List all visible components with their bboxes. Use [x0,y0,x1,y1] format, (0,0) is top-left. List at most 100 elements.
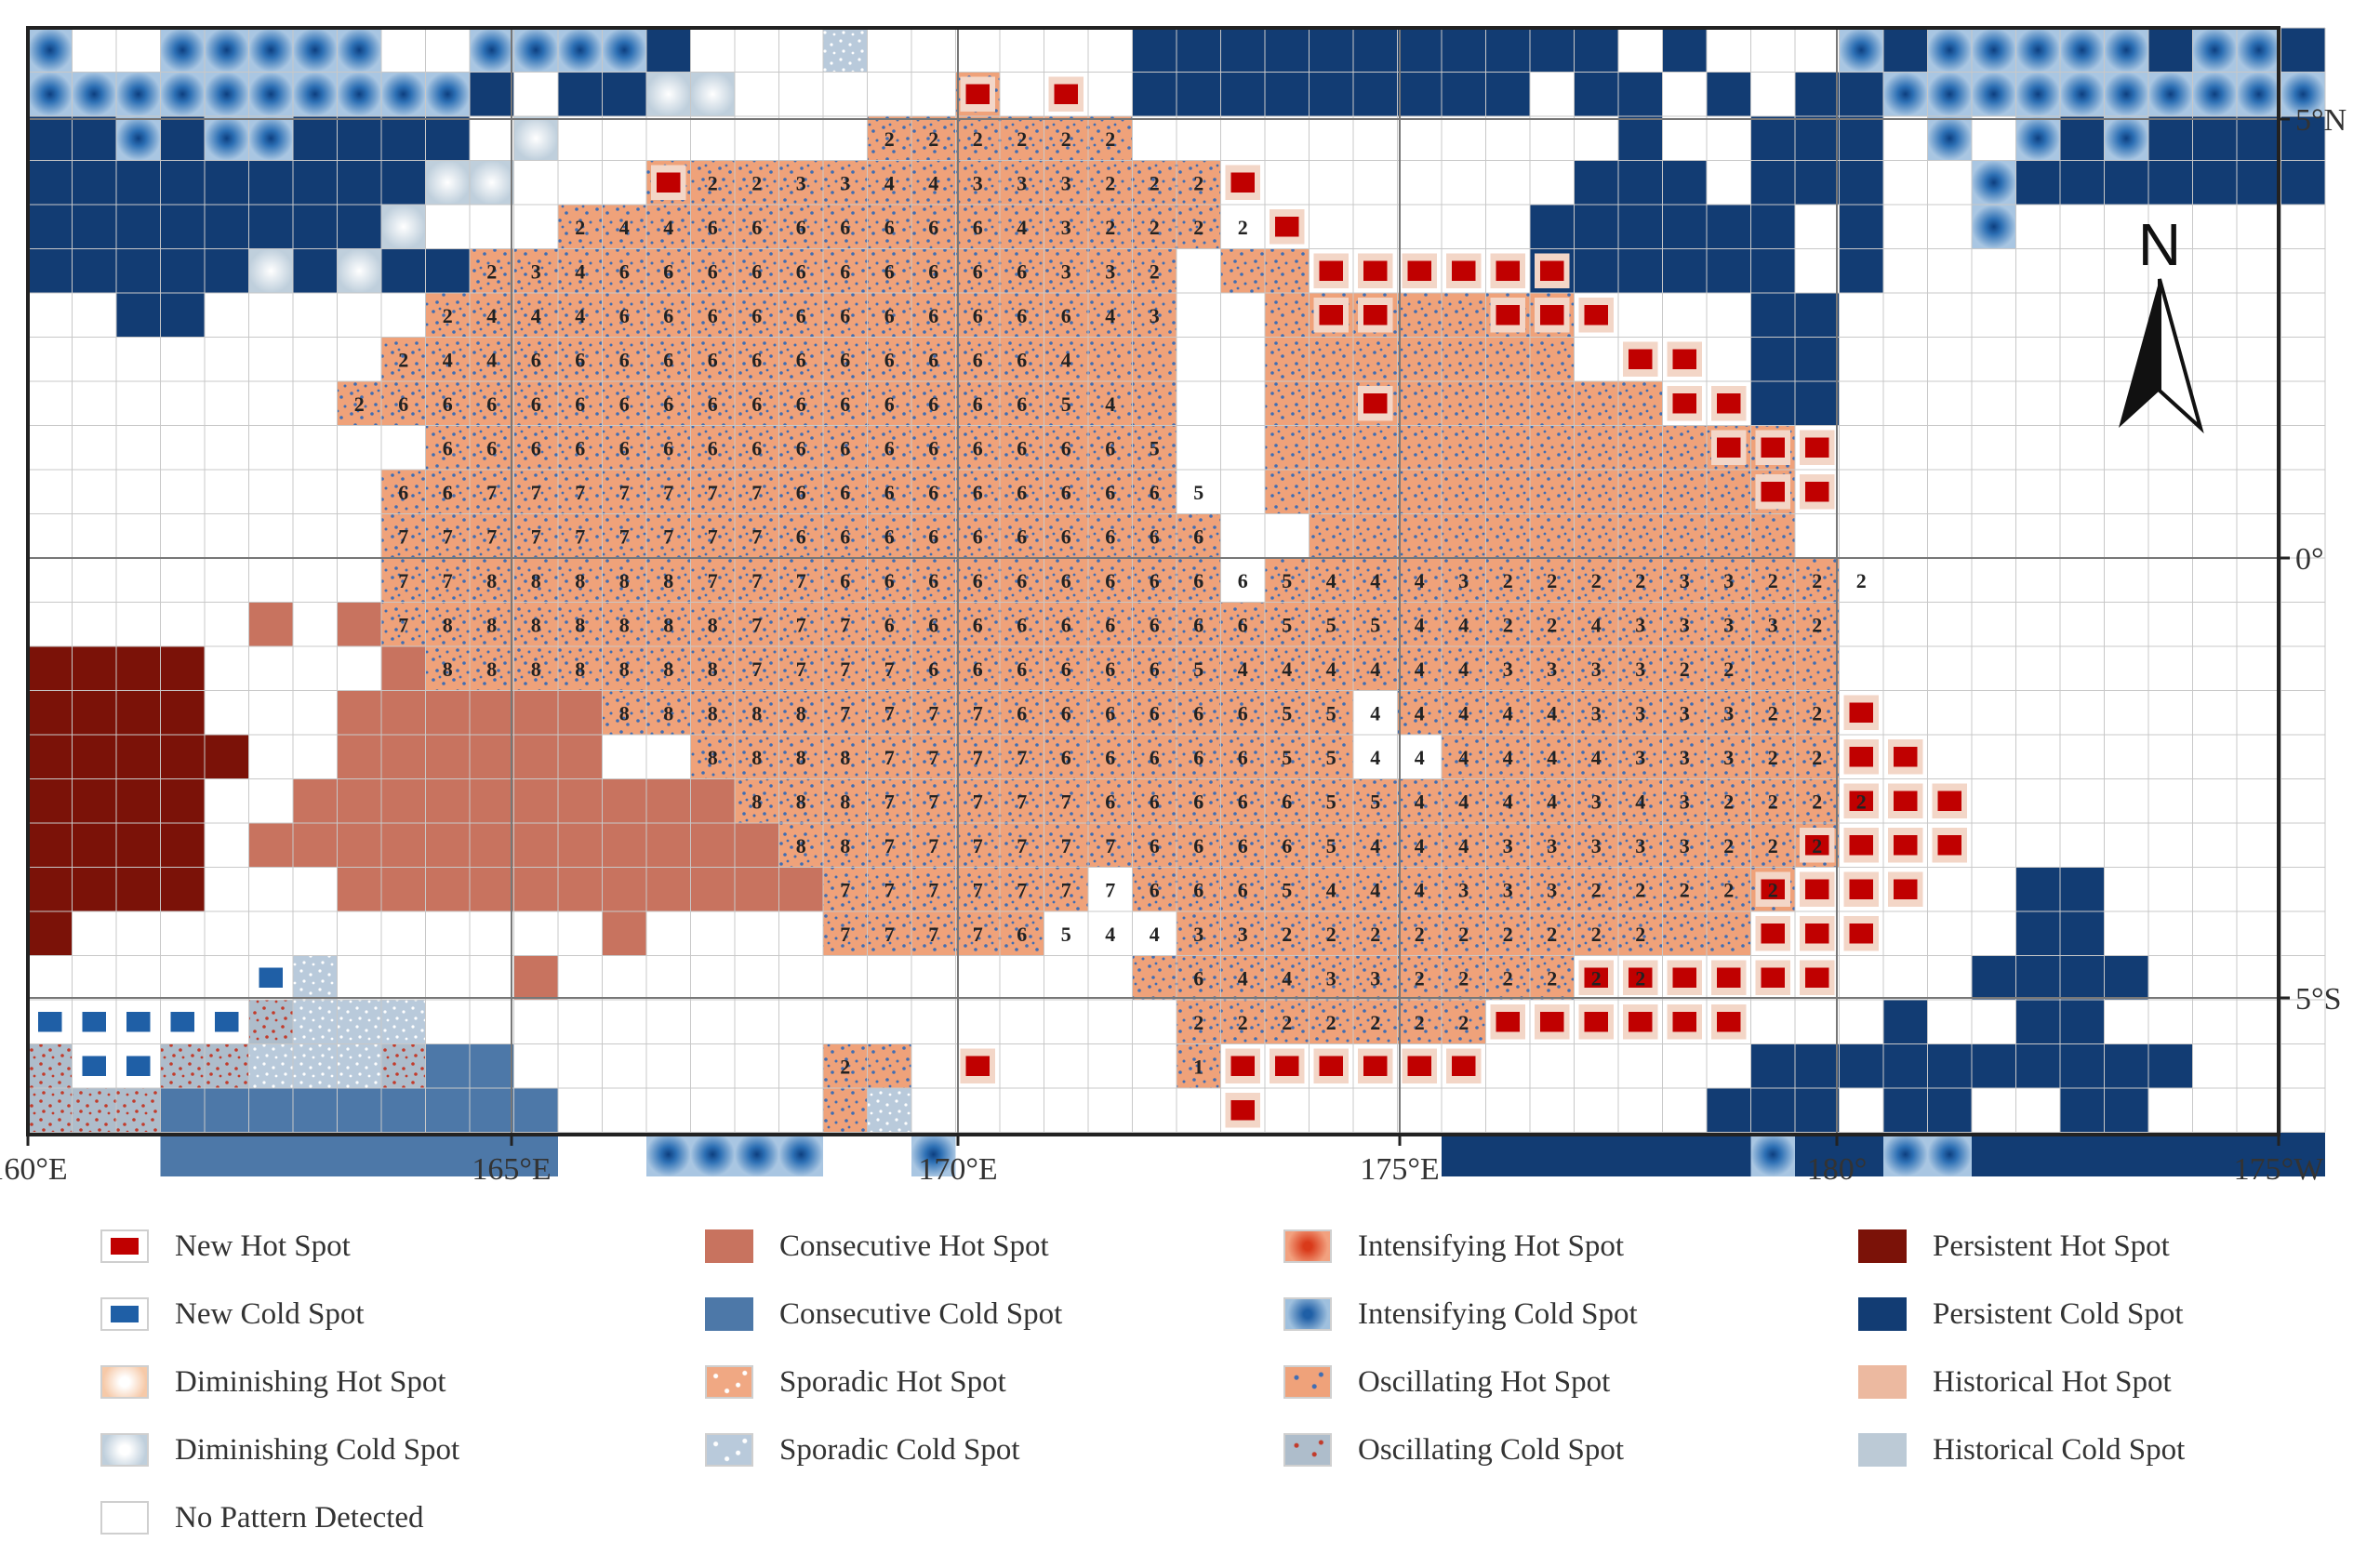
oscillating-hot-spot-cell [425,602,470,646]
no-pattern-cell [2148,1000,2193,1044]
persistent-cold-spot-cell [1972,1043,2016,1088]
cell-count-label: 7 [708,569,718,592]
oscillating-hot-spot-cell [1574,823,1618,868]
sporadic-cold-spot-cell [293,1043,338,1088]
oscillating-hot-spot-cell [911,558,956,603]
cell-count-label: 6 [443,481,453,504]
oscillating-hot-spot-cell [1397,911,1442,956]
oscillating-hot-spot-cell [1707,778,1751,823]
cell-count-label: 3 [1547,878,1557,901]
persistent-cold-spot-cell [1618,72,1663,116]
cell-count-label: 2 [1723,658,1734,681]
cell-count-label: 6 [1193,525,1203,548]
intensifying-cold-spot-swatch [1283,1297,1332,1331]
cell-count-label: 6 [531,392,541,416]
oscillating-hot-spot-cell [1397,513,1442,558]
oscillating-hot-spot-cell [1220,823,1265,868]
oscillating-hot-spot-cell [1177,1000,1221,1044]
cell-count-label: 3 [1105,259,1115,283]
cell-count-label: 2 [1591,569,1602,592]
cell-count-label: 6 [796,392,806,416]
new-hot-spot-mark [1319,305,1343,326]
oscillating-hot-spot-cell [513,425,558,470]
cell-count-label: 6 [840,348,850,371]
oscillating-hot-spot-cell [1397,425,1442,470]
cell-count-label: 4 [1370,878,1380,901]
cell-count-label: 7 [973,701,983,724]
consecutive-cold-spot-cell [381,1088,426,1133]
oscillating-hot-spot-cell [602,690,646,735]
oscillating-hot-spot-cell [1132,558,1177,603]
consecutive-hot-spot-cell [602,911,646,956]
oscillating-hot-spot-swatch [1283,1365,1332,1399]
oscillating-hot-spot-cell [1132,160,1177,205]
persistent-cold-spot-cell [160,248,205,293]
cell-count-label: 6 [796,259,806,283]
oscillating-hot-spot-cell [470,248,514,293]
cell-count-label: 2 [1591,966,1602,990]
oscillating-hot-spot-cell [1265,381,1310,426]
persistent-hot-spot-cell [72,646,116,691]
consecutive-cold-spot-swatch [705,1297,753,1331]
cell-count-label: 4 [1415,658,1425,681]
cell-count-label: 6 [1061,613,1071,636]
persistent-cold-spot-cell [72,248,116,293]
intensifying-cold-spot-cell [470,28,514,73]
oscillating-hot-spot-cell [735,513,779,558]
persistent-cold-spot-cell [1353,72,1398,116]
oscillating-hot-spot-cell [1662,867,1707,911]
persistent-hot-spot-cell [72,690,116,735]
cell-count-label: 7 [884,746,895,769]
cell-count-label: 3 [1723,746,1734,769]
oscillating-hot-spot-cell [1088,160,1133,205]
oscillating-hot-spot-cell [558,602,603,646]
oscillating-hot-spot-cell [1707,735,1751,779]
cell-count-label: 5 [1282,701,1292,724]
cell-count-label: 2 [1193,216,1203,239]
cell-count-label: 6 [1193,746,1203,769]
cell-count-label: 2 [1326,1011,1336,1034]
cell-count-label: 4 [1547,746,1557,769]
new-hot-spot-mark [1672,967,1696,988]
oscillating-hot-spot-cell [1574,646,1618,691]
oscillating-hot-spot-cell [1574,470,1618,514]
cell-count-label: 3 [1768,613,1778,636]
cell-count-label: 6 [796,481,806,504]
persistent-cold-spot-cell [28,116,73,161]
persistent-cold-spot-cell [1574,205,1618,249]
cell-count-label: 2 [1723,790,1734,813]
intensifying-cold-spot-cell [2015,116,2060,161]
intensifying-cold-spot-cell [425,72,470,116]
cell-count-label: 5 [1370,790,1380,813]
cell-count-label: 6 [531,436,541,459]
new-hot-spot-mark [1363,305,1388,326]
cell-count-label: 7 [928,790,938,813]
oscillating-hot-spot-cell [1088,513,1133,558]
new-cold-spot-mark [82,1012,106,1032]
intensifying-cold-spot-cell [646,1132,691,1176]
legend-label: No Pattern Detected [175,1500,424,1535]
cell-count-label: 6 [1017,701,1027,724]
oscillating-hot-spot-cell [823,1088,868,1133]
cell-count-label: 4 [486,304,497,327]
persistent-cold-spot-cell [1662,1132,1707,1176]
oscillating-hot-spot-cell [602,337,646,381]
oscillating-hot-spot-cell [1442,337,1486,381]
sporadic-cold-spot-cell [293,955,338,1000]
oscillating-hot-spot-cell [911,381,956,426]
oscillating-hot-spot-cell [955,205,1000,249]
oscillating-hot-spot-cell [1485,690,1530,735]
persistent-cold-spot-cell [1839,1043,1883,1088]
cell-count-label: 3 [1061,171,1071,194]
persistent-cold-spot-cell [1707,1132,1751,1176]
oscillating-hot-spot-cell [1397,646,1442,691]
oscillating-hot-spot-cell [867,425,911,470]
oscillating-hot-spot-cell [867,690,911,735]
cell-count-label: 6 [443,436,453,459]
persistent-hot-spot-cell [28,778,73,823]
cell-count-label: 4 [1415,878,1425,901]
new-hot-spot-mark [1629,1012,1653,1032]
new-hot-spot-mark [1363,1056,1388,1076]
consecutive-cold-spot-cell [470,1043,514,1088]
diminishing-cold-spot-cell [470,160,514,205]
